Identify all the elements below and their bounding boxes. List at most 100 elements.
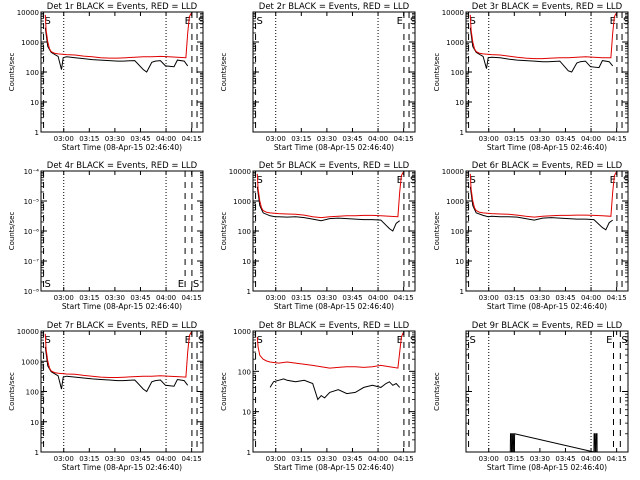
- x-tick-label: 04:15: [394, 455, 414, 463]
- series-events-line: [44, 346, 189, 393]
- second-start-marker-letter: S: [623, 175, 629, 186]
- x-tick-label: 03:45: [130, 294, 150, 302]
- y-tick-label: 1000: [21, 39, 39, 47]
- y-tick-label: 10: [242, 409, 251, 417]
- x-tick-label: 03:45: [555, 455, 575, 463]
- x-tick-label: 03:15: [79, 294, 99, 302]
- x-tick-label: 03:00: [54, 135, 74, 143]
- y-tick-label: 100: [238, 368, 251, 376]
- y-axis-label: Counts/sec: [220, 372, 228, 411]
- x-axis-label: Start Time (08-Apr-15 02:46:40): [62, 143, 182, 152]
- y-axis-label: Counts/sec: [433, 53, 441, 92]
- plot-frame: [40, 330, 204, 453]
- panel-title: Det 3r BLACK = Events, RED = LLD: [472, 2, 623, 12]
- panel-det-8: Det 8r BLACK = Events, RED = LLD 03:00 03:…: [220, 321, 416, 472]
- x-tick-label: 03:30: [105, 455, 125, 463]
- plot-frame: [252, 330, 416, 453]
- x-tick-label: 03:45: [555, 135, 575, 143]
- y-axis-label: Counts/sec: [220, 53, 228, 92]
- series-lld-line: [256, 332, 404, 369]
- start-marker-letter: S: [470, 175, 476, 186]
- panel-title: Det 5r BLACK = Events, RED = LLD: [259, 161, 410, 171]
- series-lld-line: [469, 13, 617, 60]
- x-tick-label: 04:15: [394, 294, 414, 302]
- y-tick-label: 100: [451, 228, 464, 236]
- x-tick-label: 03:15: [79, 135, 99, 143]
- x-tick-label: 03:45: [130, 135, 150, 143]
- x-tick-label: 04:15: [607, 455, 627, 463]
- y-tick-label: 10: [242, 258, 251, 266]
- x-tick-label: 04:00: [368, 455, 388, 463]
- end-marker-letter: E: [397, 175, 403, 186]
- y-axis-label: Counts/sec: [433, 212, 441, 251]
- y-tick-label: 1: [247, 449, 251, 457]
- end-marker-letter: E: [185, 335, 191, 346]
- y-axis-label: Counts/sec: [8, 372, 16, 411]
- y-axis-label: Counts/sec: [433, 372, 441, 411]
- x-axis-label: Start Time (08-Apr-15 02:46:40): [274, 143, 394, 152]
- y-tick-label: 10: [30, 99, 39, 107]
- start-marker-letter: S: [45, 335, 51, 346]
- y-tick-label: 10⁻⁶: [24, 228, 40, 236]
- series-events-line: [469, 27, 614, 73]
- x-tick-label: 04:00: [368, 294, 388, 302]
- second-start-marker-letter: S: [193, 279, 199, 290]
- y-axis-label: Counts/sec: [8, 53, 16, 92]
- y-tick-label: 1000: [446, 198, 464, 206]
- x-tick-label: 04:15: [394, 135, 414, 143]
- series-lld-line: [469, 172, 617, 218]
- y-tick-label: 10: [455, 258, 464, 266]
- panel-det-5: Det 5r BLACK = Events, RED = LLD 03:00 03:…: [220, 161, 416, 311]
- x-tick-label: 03:15: [504, 294, 524, 302]
- y-tick-label: 1000: [233, 328, 251, 336]
- start-marker-letter: S: [470, 16, 476, 27]
- y-tick-label: 10000: [229, 168, 251, 176]
- panel-title: Det 9r BLACK = Events, RED = LLD: [472, 321, 623, 331]
- series-events-line: [509, 433, 598, 453]
- second-start-marker-letter: S: [410, 16, 416, 27]
- x-tick-label: 03:45: [555, 294, 575, 302]
- x-axis-label: Start Time (08-Apr-15 02:46:40): [487, 463, 607, 472]
- panel-det-4: Det 4r BLACK = Events, RED = LLD 03:00 03:…: [8, 161, 204, 311]
- x-axis-label: Start Time (08-Apr-15 02:46:40): [62, 302, 182, 311]
- end-marker-letter: E: [610, 16, 616, 27]
- x-tick-label: 03:45: [130, 455, 150, 463]
- y-axis-label: Counts/sec: [220, 212, 228, 251]
- y-tick-label: 10000: [442, 9, 464, 17]
- second-start-marker-letter: S: [623, 16, 629, 27]
- x-axis-label: Start Time (08-Apr-15 02:46:40): [487, 302, 607, 311]
- plot-frame: [40, 170, 204, 292]
- series-events-line: [44, 27, 189, 73]
- x-tick-label: 03:00: [266, 455, 286, 463]
- y-tick-label: 1000: [233, 198, 251, 206]
- x-tick-label: 03:30: [530, 135, 550, 143]
- start-marker-letter: S: [257, 335, 263, 346]
- panel-title: Det 4r BLACK = Events, RED = LLD: [47, 161, 198, 171]
- y-tick-label: 10000: [442, 168, 464, 176]
- panel-det-2: Det 2r BLACK = Events, RED = LLD 03:00 03:…: [220, 2, 416, 152]
- series-events-line: [269, 378, 401, 401]
- end-marker-letter: E: [185, 16, 191, 27]
- x-tick-label: 04:15: [182, 294, 202, 302]
- panel-title: Det 8r BLACK = Events, RED = LLD: [259, 321, 410, 331]
- second-start-marker-letter: S: [198, 16, 204, 27]
- end-marker-letter: E: [606, 335, 612, 346]
- x-tick-label: 03:30: [317, 455, 337, 463]
- plot-frame: [252, 11, 416, 133]
- second-start-marker-letter: S: [410, 175, 416, 186]
- x-tick-label: 03:00: [266, 294, 286, 302]
- x-tick-label: 03:30: [105, 294, 125, 302]
- x-tick-label: 04:00: [156, 135, 176, 143]
- series-events-line: [256, 186, 400, 232]
- x-tick-label: 04:00: [156, 455, 176, 463]
- y-tick-label: 10000: [17, 9, 39, 17]
- second-start-marker-letter: S: [410, 335, 416, 346]
- x-tick-label: 04:00: [368, 135, 388, 143]
- panel-title: Det 7r BLACK = Events, RED = LLD: [47, 321, 198, 331]
- x-tick-label: 03:15: [291, 135, 311, 143]
- x-tick-label: 03:00: [479, 135, 499, 143]
- start-marker-letter: S: [470, 335, 476, 346]
- x-tick-label: 04:15: [182, 455, 202, 463]
- end-marker-letter: E: [397, 335, 403, 346]
- x-tick-label: 03:15: [291, 294, 311, 302]
